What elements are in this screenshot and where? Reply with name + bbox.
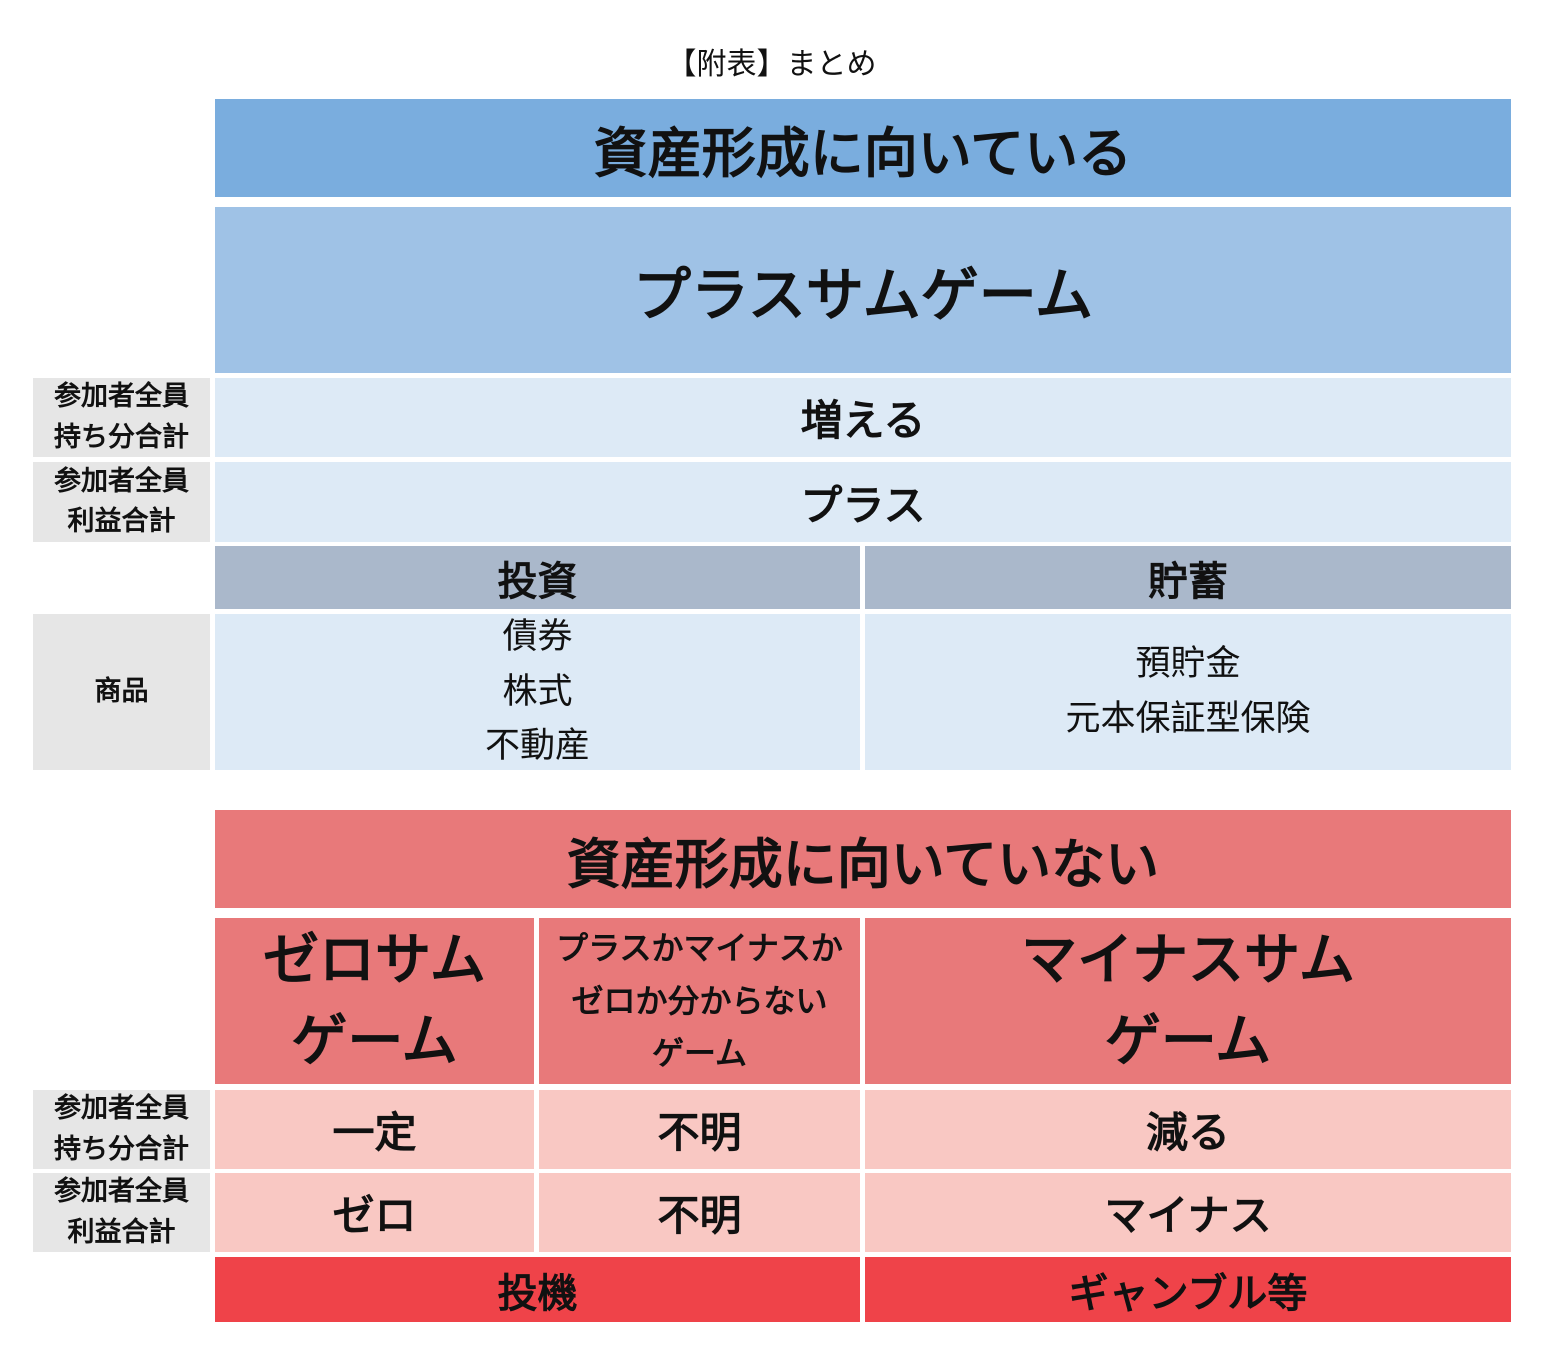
game-line: ゲーム [651, 1034, 748, 1073]
row-label-line: 利益合計 [67, 1216, 176, 1248]
category-savings: 貯蓄 [865, 546, 1511, 609]
speculation-cell: 投機 [215, 1257, 860, 1322]
row-label-line: 参加者全員 [54, 1176, 189, 1207]
unknown-profit: 不明 [539, 1173, 860, 1252]
row-label-line: 商品 [94, 675, 149, 707]
savings-products: 預貯金 元本保証型保険 [865, 614, 1511, 770]
game-line: マイナスサム [1021, 927, 1355, 993]
zero-sum-holdings: 一定 [215, 1090, 534, 1169]
product-item: 元本保証型保険 [1065, 699, 1311, 739]
row-label-line: 参加者全員 [54, 381, 189, 412]
minus-sum-game-cell: マイナスサム ゲーム [865, 918, 1511, 1084]
product-item: 預貯金 [1135, 644, 1241, 685]
investment-products: 債券 株式 不動産 [215, 614, 860, 770]
row-label-line: 参加者全員 [54, 465, 189, 497]
product-item: 株式 [502, 671, 573, 712]
row-label-line: 利益合計 [67, 506, 176, 537]
unsuitable-header: 資産形成に向いていない [215, 810, 1511, 908]
total-profit-value: プラス [215, 462, 1511, 542]
page-title: 【附表】まとめ [666, 47, 877, 82]
suitable-header: 資産形成に向いている [215, 99, 1511, 197]
plus-sum-game-cell: プラスサムゲーム [215, 207, 1511, 373]
minus-sum-profit: マイナス [865, 1173, 1511, 1252]
row-label-total-holdings: 参加者全員 持ち分合計 [33, 378, 210, 457]
game-line: ゲーム [291, 1009, 458, 1074]
zero-sum-profit: ゼロ [215, 1173, 534, 1252]
product-item: 債券 [502, 616, 573, 657]
game-line: ゼロか分からない [571, 981, 828, 1020]
row-label-total-profit: 参加者全員 利益合計 [33, 1173, 210, 1252]
unknown-game-cell: プラスかマイナスか ゼロか分からない ゲーム [539, 918, 860, 1084]
category-investment: 投資 [215, 546, 860, 609]
game-line: ゲーム [1104, 1009, 1272, 1074]
zero-sum-game-cell: ゼロサム ゲーム [215, 918, 534, 1084]
row-label-total-holdings: 参加者全員 持ち分合計 [33, 1090, 210, 1169]
product-item: 不動産 [484, 726, 590, 767]
row-label-total-profit: 参加者全員 利益合計 [33, 462, 210, 542]
total-holdings-value: 増える [215, 378, 1511, 457]
row-label-line: 参加者全員 [54, 1093, 189, 1124]
row-label-line: 持ち分合計 [54, 421, 189, 453]
game-line: プラスかマイナスか [556, 928, 843, 967]
row-label-products: 商品 [33, 614, 210, 770]
game-line: ゼロサム [263, 927, 486, 993]
gambling-cell: ギャンブル等 [865, 1257, 1511, 1322]
row-label-line: 持ち分合計 [54, 1133, 189, 1165]
minus-sum-holdings: 減る [865, 1090, 1511, 1169]
unknown-holdings: 不明 [539, 1090, 860, 1169]
